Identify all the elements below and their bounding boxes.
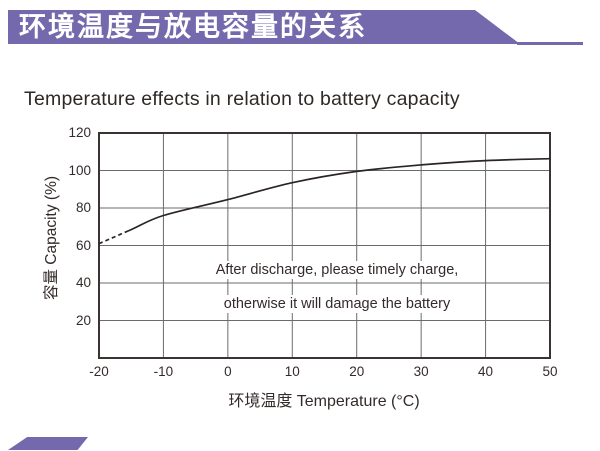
x-tick-label: 50: [542, 364, 558, 379]
y-tick-label: 120: [68, 125, 91, 140]
x-tick-label: -10: [153, 364, 174, 379]
y-tick-label: 60: [75, 237, 91, 253]
y-tick-label: 40: [75, 275, 91, 290]
y-tick-label: 100: [68, 162, 91, 178]
chart-title: Temperature effects in relation to batte…: [24, 88, 460, 110]
x-tick-label: 20: [349, 364, 365, 379]
x-tick-label: 0: [224, 364, 232, 379]
bottom-left-accent: [8, 437, 88, 450]
header-banner: 环境温度与放电容量的关系: [8, 10, 520, 44]
header-banner-line: [517, 42, 583, 45]
x-tick-label: 30: [413, 364, 429, 379]
header-banner-title: 环境温度与放电容量的关系: [19, 12, 367, 42]
x-tick-label: 10: [284, 364, 300, 379]
x-axis-title: 环境温度 Temperature (°C): [228, 393, 420, 410]
y-tick-label: 80: [75, 200, 91, 215]
chart-annotation-line-1: After discharge, please timely charge,: [208, 261, 466, 279]
x-tick-label: 40: [478, 364, 494, 379]
y-tick-label: 20: [75, 312, 91, 328]
x-tick-label: -20: [89, 364, 109, 379]
chart-annotation-line-2: otherwise it will damage the battery: [216, 295, 458, 313]
